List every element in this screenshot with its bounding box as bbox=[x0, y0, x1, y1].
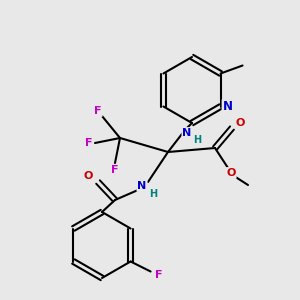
Text: N: N bbox=[182, 128, 192, 138]
Text: N: N bbox=[137, 181, 147, 191]
Text: F: F bbox=[111, 165, 119, 175]
Text: F: F bbox=[155, 269, 162, 280]
Text: O: O bbox=[235, 118, 245, 128]
Text: F: F bbox=[94, 106, 102, 116]
Text: H: H bbox=[149, 189, 157, 199]
Text: N: N bbox=[223, 100, 232, 113]
Text: F: F bbox=[85, 138, 93, 148]
Text: H: H bbox=[193, 135, 201, 145]
Text: O: O bbox=[83, 171, 93, 181]
Text: O: O bbox=[226, 168, 236, 178]
